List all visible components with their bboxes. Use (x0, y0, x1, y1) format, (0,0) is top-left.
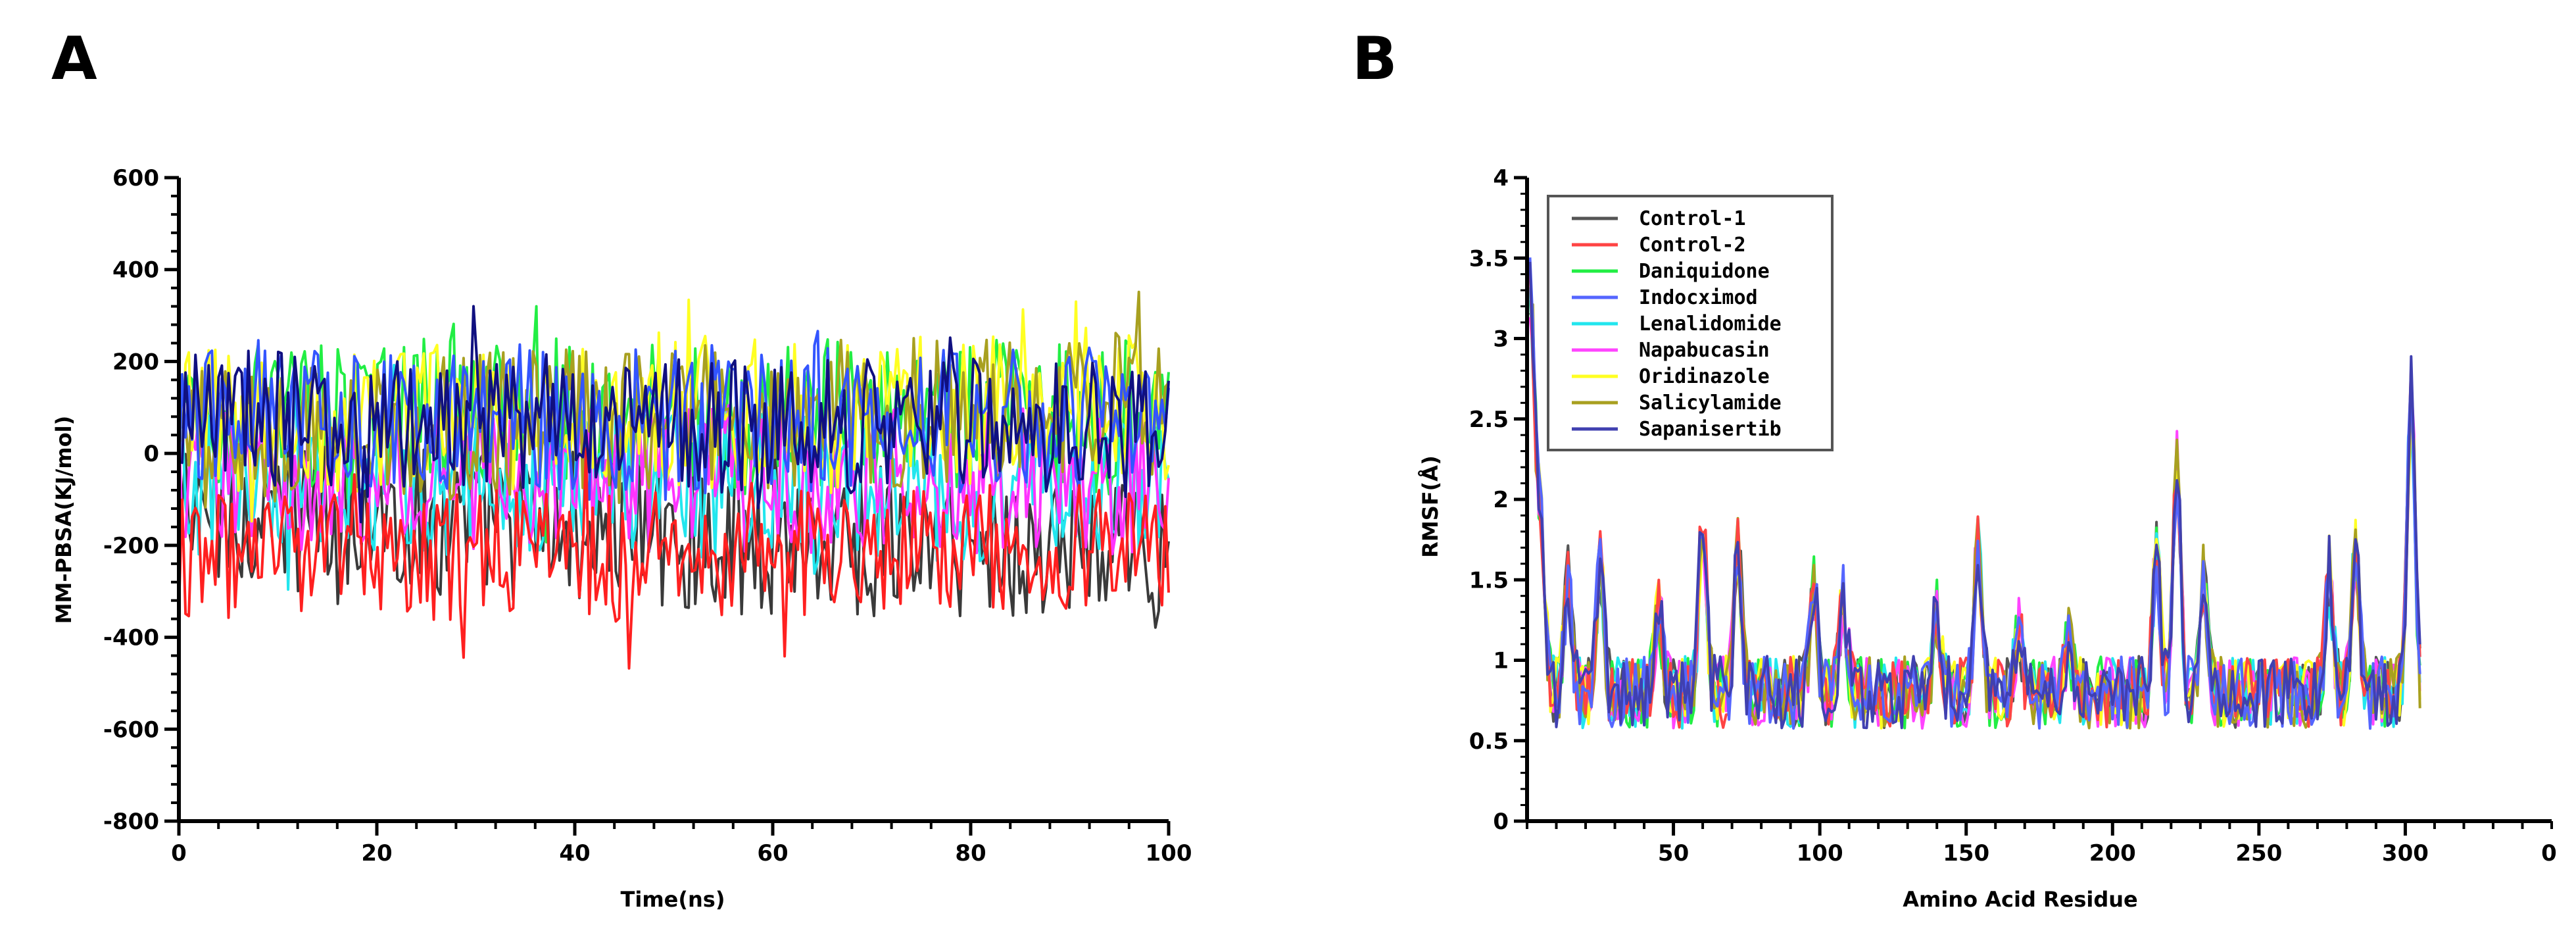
chart-b-x-tick-label: 150 (1943, 840, 1989, 867)
chart-a-xlabel: Time(ns) (621, 887, 725, 912)
chart-a-x-tick-label: 40 (559, 840, 590, 867)
chart-b-legend: Control-1 Control-2 Daniquidone Indocximod L… (1547, 195, 1834, 451)
chart-a-y-tick-label: 600 (112, 165, 159, 191)
chart-a-series-group (178, 290, 1170, 670)
chart-b-x-tick-label: 300 (2382, 840, 2429, 867)
chart-a-x-tick-label: 0 (171, 840, 187, 867)
chart-b-y-tick-label: 2 (1493, 487, 1509, 513)
chart-a-ylabel: MM-PBSA(KJ/mol) (51, 416, 76, 624)
chart-a-x-tick-label: 80 (955, 840, 986, 867)
legend-label-sapanisertib: Sapanisertib (1639, 418, 1782, 441)
chart-a-y-tick-label: 400 (112, 257, 159, 284)
chart-a-axes (177, 178, 1169, 823)
chart-a-y-tick-label: -200 (103, 533, 159, 559)
chart-b-y-tick-label: 0 (1493, 809, 1509, 835)
chart-b-y-tick-label: 4 (1493, 165, 1509, 191)
chart-b-x-tick-label: 50 (1658, 840, 1689, 867)
chart-a-y-tick-label: -600 (103, 717, 159, 743)
chart-a-x-tick-label: 60 (757, 840, 788, 867)
legend-label-control-2: Control-2 (1639, 234, 1746, 257)
chart-b-y-tick-label: 3.5 (1469, 245, 1509, 272)
legend-label-salicylamide: Salicylamide (1639, 391, 1782, 415)
series-line-oridinazole (178, 298, 1170, 523)
chart-b-ticks: 0 0.5 1 1.5 2 2.5 3 3.5 4 50 100 150 200 250 300 0 (1469, 165, 2557, 867)
series-line-control-2 (178, 447, 1170, 670)
legend-label-indocximod: Indocximod (1639, 286, 1758, 309)
chart-b-xlabel: Amino Acid Residue (1903, 887, 2137, 912)
chart-a-x-tick-label: 100 (1146, 840, 1192, 867)
chart-b-y-tick-label: 1 (1493, 648, 1509, 674)
chart-b-x-end-label: 0 (2541, 840, 2557, 867)
legend-label-control-1: Control-1 (1639, 207, 1746, 230)
chart-b-y-tick-label: 1.5 (1469, 567, 1509, 593)
chart-b-x-tick-label: 100 (1797, 840, 1843, 867)
chart-a-y-tick-label: 200 (112, 349, 159, 375)
chart-b-y-tick-label: 2.5 (1469, 407, 1509, 433)
panel-label-b: B (1352, 24, 1397, 93)
series-line-sapanisertib (1528, 261, 2421, 730)
panel-label-a: A (51, 24, 97, 93)
chart-b-x-tick-label: 200 (2089, 840, 2136, 867)
chart-b: 0 0.5 1 1.5 2 2.5 3 3.5 4 50 100 150 200 250 300 0 Amin… (1418, 165, 2557, 912)
chart-a-ticks: -800 -600 -400 -200 0 200 400 600 0 20 40 60 80 100 (103, 165, 1192, 867)
chart-b-series-group (1528, 257, 2421, 730)
chart-b-y-tick-label: 3 (1493, 326, 1509, 353)
chart-a-y-tick-label: -400 (103, 625, 159, 651)
chart-a-x-tick-label: 20 (361, 840, 392, 867)
legend-label-oridinazole: Oridinazole (1639, 365, 1770, 388)
legend-label-napabucasin: Napabucasin (1639, 339, 1770, 362)
chart-b-ylabel: RMSF(Å) (1418, 455, 1443, 557)
chart-a: -800 -600 -400 -200 0 200 400 600 0 20 40 60 80 100 T… (51, 165, 1192, 912)
chart-b-y-tick-label: 0.5 (1469, 728, 1509, 755)
legend-label-lenalidomide: Lenalidomide (1639, 313, 1782, 336)
chart-a-y-tick-label: 0 (143, 441, 159, 467)
chart-b-x-tick-label: 250 (2235, 840, 2282, 867)
series-line-sapanisertib (178, 305, 1170, 524)
legend-label-daniquidone: Daniquidone (1639, 260, 1770, 283)
chart-a-y-tick-label: -800 (103, 809, 159, 835)
